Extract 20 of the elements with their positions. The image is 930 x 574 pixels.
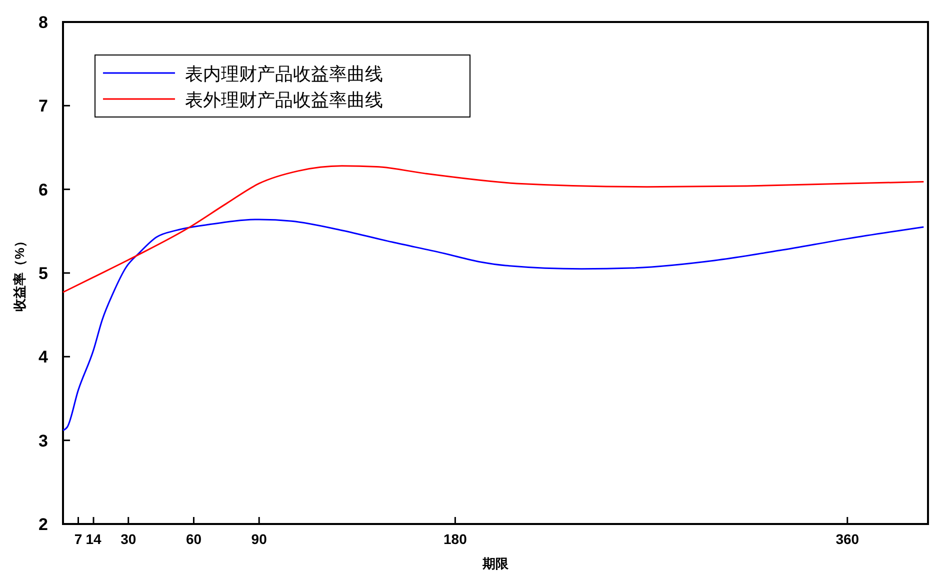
legend-label: 表内理财产品收益率曲线 (185, 64, 383, 84)
y-tick-label: 4 (38, 348, 49, 367)
x-tick-label: 360 (836, 531, 860, 547)
x-tick-label: 14 (86, 531, 102, 547)
x-tick-label: 7 (74, 531, 82, 547)
y-axis-title: 收益率（%） (12, 234, 27, 312)
x-tick-label: 180 (444, 531, 468, 547)
x-tick-label: 60 (186, 531, 202, 547)
y-tick-label: 3 (38, 431, 48, 450)
y-tick-label: 7 (38, 96, 48, 116)
line-series (62, 165, 924, 293)
x-tick-label: 30 (120, 531, 136, 547)
y-tick-label: 2 (38, 515, 48, 534)
line-series (62, 218, 924, 432)
x-tick-label: 90 (251, 531, 268, 547)
x-axis-title: 期限 (482, 556, 510, 571)
y-tick-label: 5 (38, 264, 48, 283)
y-tick-label: 6 (38, 180, 48, 200)
y-tick-label: 8 (38, 13, 48, 32)
legend-label: 表外理财产品收益率曲线 (185, 90, 383, 110)
